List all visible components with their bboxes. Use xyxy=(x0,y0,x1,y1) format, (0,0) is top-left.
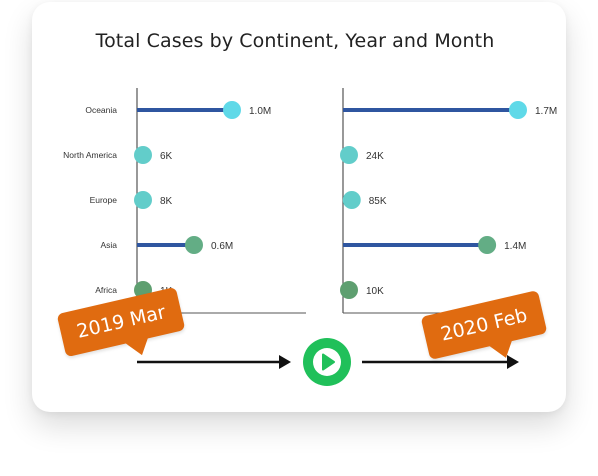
value-label: 24K xyxy=(366,151,384,162)
value-label: 6K xyxy=(160,151,173,162)
chart-title: Total Cases by Continent, Year and Month xyxy=(95,30,495,52)
category-label: Oceania xyxy=(85,105,117,115)
dot-1-1 xyxy=(340,146,358,164)
category-label: North America xyxy=(63,150,117,160)
dot-0-1 xyxy=(134,146,152,164)
play-icon xyxy=(313,348,341,376)
arrow-left-segment-head xyxy=(279,355,291,369)
dot-1-0 xyxy=(509,101,527,119)
category-label: Asia xyxy=(100,240,117,250)
timeline-arrows xyxy=(137,355,519,369)
dot-1-2 xyxy=(342,191,361,209)
value-label: 1.4M xyxy=(504,241,526,252)
value-label: 8K xyxy=(160,196,173,207)
panel-end: 1.7M 24K 85K 1.4M 10K xyxy=(340,101,557,299)
category-label: Africa xyxy=(95,285,117,295)
value-label: 1.0M xyxy=(249,106,271,117)
category-label: Europe xyxy=(90,195,118,205)
dot-1-4 xyxy=(340,281,358,299)
value-label: 10K xyxy=(366,286,384,297)
dot-0-3 xyxy=(185,236,203,254)
value-label: 85K xyxy=(369,196,387,207)
value-label: 0.6M xyxy=(211,241,233,252)
dot-0-2 xyxy=(134,191,152,209)
play-button[interactable] xyxy=(303,338,351,386)
dot-1-3 xyxy=(478,236,497,254)
arrow-right-segment-head xyxy=(507,355,519,369)
dot-0-0 xyxy=(223,101,241,119)
value-label: 1.7M xyxy=(535,106,557,117)
